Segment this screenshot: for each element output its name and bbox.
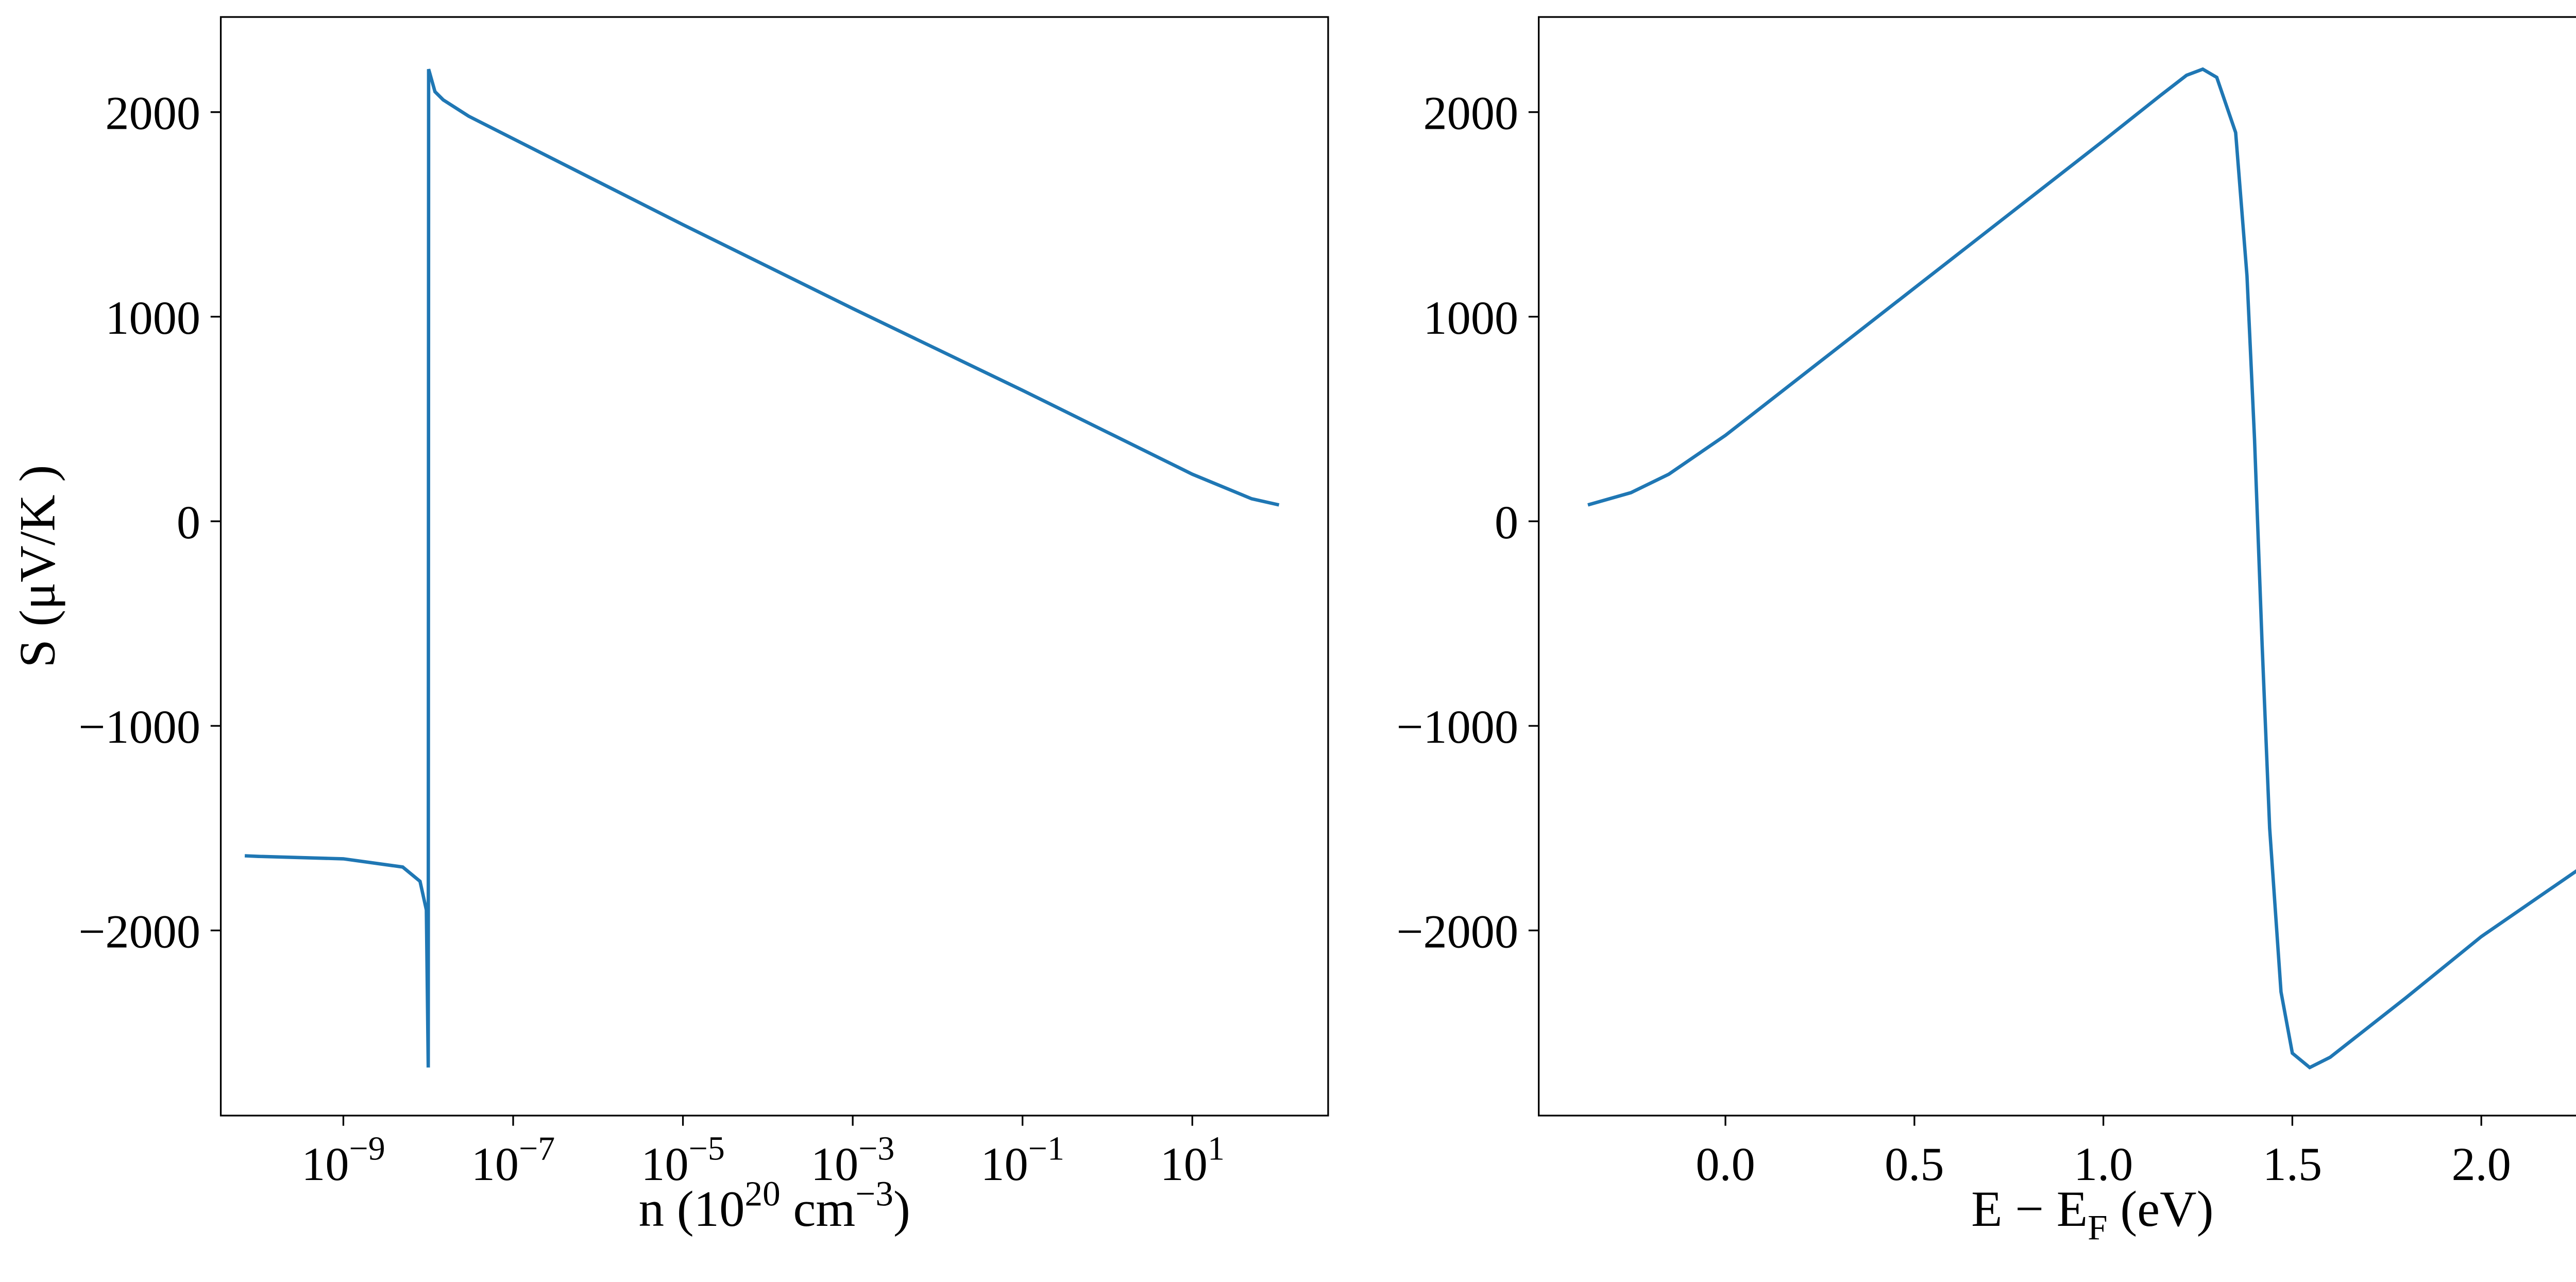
x-label-part: cm	[781, 1181, 856, 1237]
y-axis-label: S (μV/K )	[9, 465, 65, 668]
tick-exponent: −5	[689, 1130, 725, 1168]
x-tick-label: 1.5	[2263, 1138, 2322, 1190]
tick-base: 0.0	[1696, 1138, 1755, 1190]
y-tick-label: 0	[177, 496, 200, 549]
x-tick-label: 0.5	[1885, 1138, 1944, 1190]
y-tick-label: 1000	[105, 292, 200, 344]
tick-base: 10	[301, 1138, 349, 1190]
x-label-part: (eV)	[2108, 1181, 2214, 1237]
tick-base: 10	[471, 1138, 519, 1190]
x-tick-label: 10−5	[641, 1130, 724, 1191]
x-tick-label: 0.0	[1696, 1138, 1755, 1190]
tick-base: 10	[980, 1138, 1028, 1190]
tick-exponent: −1	[1028, 1130, 1064, 1168]
tick-base: 1.0	[2074, 1138, 2133, 1190]
x-tick-label: 10−3	[811, 1130, 894, 1191]
x-label-part: F	[2088, 1208, 2108, 1247]
y-tick-label: −2000	[78, 905, 200, 958]
tick-exponent: 1	[1208, 1130, 1225, 1168]
plot-frame	[1538, 16, 2576, 1117]
x-tick-label: 10−1	[980, 1130, 1064, 1191]
y-tick-label: −1000	[78, 700, 200, 753]
x-tick-label: 10−9	[301, 1130, 385, 1191]
y-tick-label: −2000	[1396, 905, 1518, 958]
y-tick-label: −1000	[1396, 700, 1518, 753]
x-axis-label: E − EF (eV)	[1971, 1181, 2213, 1247]
x-label-part: −3	[855, 1174, 893, 1213]
tick-base: 0.5	[1885, 1138, 1944, 1190]
tick-base: 2.0	[2452, 1138, 2511, 1190]
tick-exponent: −9	[349, 1130, 385, 1168]
x-tick-label: 1.0	[2074, 1138, 2133, 1190]
x-tick-label: 2.0	[2452, 1138, 2511, 1190]
tick-exponent: −7	[519, 1130, 555, 1168]
x-label-part: E − E	[1971, 1181, 2088, 1237]
tick-exponent: −3	[858, 1130, 894, 1168]
tick-base: 10	[1160, 1138, 1208, 1190]
data-line	[1587, 67, 2576, 1070]
plot-frame	[219, 16, 1329, 1117]
tick-base: 10	[641, 1138, 688, 1190]
y-tick-label: 2000	[105, 87, 200, 140]
data-line	[244, 69, 1280, 1068]
y-tick-label: 0	[1495, 496, 1518, 549]
x-label-part: 20	[745, 1174, 781, 1213]
tick-base: 10	[811, 1138, 858, 1190]
x-tick-label: 101	[1160, 1130, 1225, 1191]
y-tick-label: 1000	[1423, 292, 1519, 344]
tick-base: 1.5	[2263, 1138, 2322, 1190]
y-tick-label: 2000	[1423, 87, 1519, 140]
x-label-part: n (10	[639, 1181, 745, 1237]
x-tick-label: 10−7	[471, 1130, 555, 1191]
x-axis-label: n (1020 cm−3)	[639, 1174, 910, 1238]
x-label-part: )	[893, 1181, 910, 1237]
